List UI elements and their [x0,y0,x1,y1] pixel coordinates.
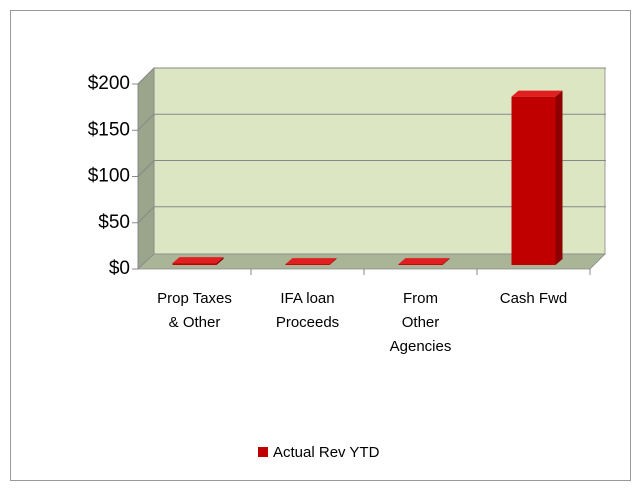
x-tick-line: Other [402,314,440,331]
grid-line [137,160,606,177]
bar [285,264,330,265]
grid-line [137,113,606,131]
y-tick-label: $200 [88,73,130,94]
y-tick-label: $150 [88,119,130,140]
grid-line [137,206,606,224]
x-tick-label: Prop Taxes & Other [157,290,232,331]
x-tick-line: Prop Taxes [157,290,232,307]
bar-top [172,257,224,264]
x-tick-label: IFA loan Proceeds [276,290,339,331]
bar-side [216,257,224,265]
bar-side [442,258,450,265]
y-tick-label: $0 [109,258,130,279]
y-tick-label: $50 [98,212,130,233]
x-tick-line: Proceeds [276,314,339,331]
x-tick-line: Cash Fwd [500,290,568,307]
bar-top [285,258,337,265]
bar-top [398,258,450,265]
floor [136,253,606,270]
x-tick-label: From Other Agencies [390,290,452,355]
bar-side [555,90,563,266]
bar [172,263,217,265]
y-tick-label: $100 [88,166,130,187]
bar-top [511,90,563,97]
legend-label: Actual Rev YTD [273,444,380,461]
bar [398,264,443,265]
x-tick-line: & Other [169,314,221,331]
x-tick-line: From [403,290,438,307]
x-tick-line: IFA loan [280,290,334,307]
legend-swatch [258,447,268,457]
x-tick-label: Cash Fwd [500,290,568,307]
bar [511,96,556,266]
grid-line [137,67,606,85]
x-tick-line: Agencies [390,338,452,355]
bar-side [329,258,337,265]
